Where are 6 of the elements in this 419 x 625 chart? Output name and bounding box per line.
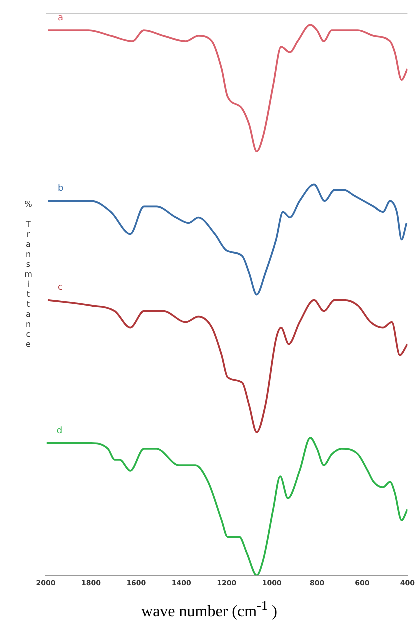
series-label: a xyxy=(58,13,64,24)
series-label: b xyxy=(58,184,64,194)
series-label: c xyxy=(58,283,64,294)
series-label: d xyxy=(56,426,63,436)
x-axis-title: wave number (cm$^{-1}$ ) xyxy=(140,598,278,622)
y-axis-title: % Transmittance xyxy=(24,200,33,350)
